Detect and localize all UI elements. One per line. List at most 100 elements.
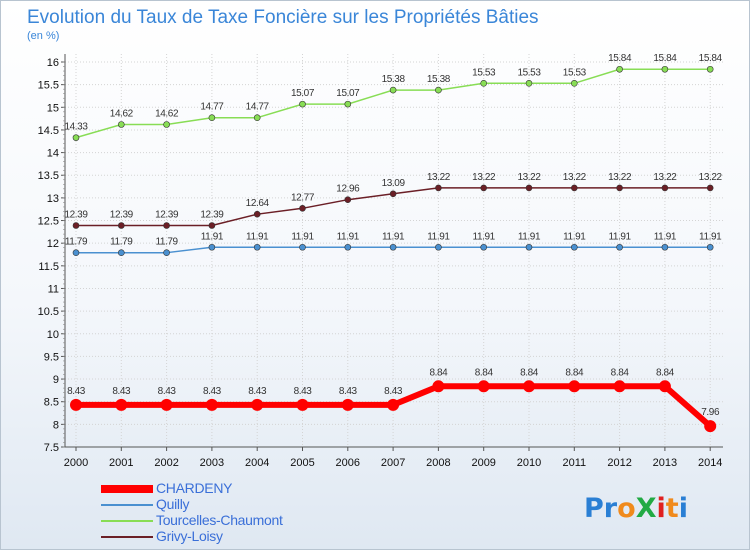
data-point xyxy=(299,100,306,108)
data-label: 8.43 xyxy=(67,386,86,397)
data-point xyxy=(344,196,352,203)
x-tick-label: 2006 xyxy=(336,457,360,469)
y-tick-label: 12.5 xyxy=(38,216,59,228)
data-point xyxy=(72,249,80,256)
data-point xyxy=(389,86,397,94)
x-tick-label: 2011 xyxy=(562,457,586,469)
data-label: 12.39 xyxy=(64,210,88,221)
data-label: 14.77 xyxy=(200,102,224,113)
legend-label: CHARDENY xyxy=(156,480,233,496)
data-point xyxy=(432,380,445,393)
data-label: 8.43 xyxy=(158,386,177,397)
y-tick-label: 8 xyxy=(53,419,59,431)
data-label: 14.62 xyxy=(110,109,134,120)
data-point xyxy=(344,243,352,251)
data-point xyxy=(435,86,442,94)
data-label: 11.79 xyxy=(155,237,178,248)
data-label: 15.38 xyxy=(382,74,406,85)
data-point xyxy=(253,243,261,251)
data-label: 15.84 xyxy=(653,53,677,64)
data-point xyxy=(661,184,669,192)
watermark-letter: t xyxy=(666,493,679,524)
data-label: 11.91 xyxy=(608,231,631,242)
x-tick-label: 2012 xyxy=(607,457,631,469)
data-point xyxy=(661,243,669,251)
data-point xyxy=(570,243,578,251)
data-label: 13.22 xyxy=(653,172,677,183)
watermark-letter: o xyxy=(617,493,636,524)
data-point xyxy=(118,121,125,128)
data-point xyxy=(706,243,714,251)
data-point xyxy=(253,114,261,122)
data-label: 11.79 xyxy=(110,237,133,248)
data-label: 11.79 xyxy=(65,237,88,248)
data-label: 8.84 xyxy=(475,367,494,378)
data-label: 11.91 xyxy=(382,231,405,242)
data-label: 14.77 xyxy=(246,102,270,113)
data-label: 13.22 xyxy=(608,172,632,183)
data-label: 15.07 xyxy=(336,88,360,99)
y-tick-label: 12 xyxy=(47,238,59,250)
x-tick-label: 2014 xyxy=(698,457,722,469)
data-label: 13.22 xyxy=(427,172,451,183)
data-label: 11.91 xyxy=(427,231,450,242)
data-point xyxy=(525,79,533,87)
data-label: 7.96 xyxy=(701,407,720,418)
data-label: 13.22 xyxy=(699,172,723,183)
y-tick-label: 11.5 xyxy=(38,261,59,273)
data-label: 8.43 xyxy=(384,386,403,397)
y-tick-label: 8.5 xyxy=(44,397,59,409)
data-point xyxy=(387,398,400,411)
watermark-letter: P xyxy=(584,493,604,524)
data-point xyxy=(72,222,80,229)
data-label: 8.84 xyxy=(565,367,584,378)
data-point xyxy=(208,243,216,251)
data-label: 8.43 xyxy=(203,386,222,397)
data-point xyxy=(613,380,626,393)
data-point xyxy=(658,380,671,393)
data-label: 13.09 xyxy=(382,178,406,189)
data-point xyxy=(616,184,623,192)
data-point xyxy=(570,79,578,87)
data-label: 8.84 xyxy=(520,367,539,378)
y-tick-label: 10 xyxy=(47,329,59,341)
data-label: 15.07 xyxy=(291,88,315,99)
data-point xyxy=(205,398,218,411)
data-label: 12.39 xyxy=(200,210,224,221)
watermark-text: ProXiti xyxy=(584,493,688,524)
data-point xyxy=(163,222,170,229)
data-point xyxy=(115,398,128,411)
data-point xyxy=(616,243,623,251)
data-label: 11.91 xyxy=(201,231,224,242)
data-point xyxy=(523,380,535,393)
data-point xyxy=(706,184,714,192)
data-label: 12.77 xyxy=(291,192,315,203)
data-point xyxy=(208,222,216,229)
x-tick-label: 2000 xyxy=(64,457,88,469)
y-tick-label: 11 xyxy=(48,283,59,295)
legend-label: Tourcelles-Chaumont xyxy=(156,512,283,528)
data-point xyxy=(435,184,442,192)
data-point xyxy=(525,243,533,251)
chart-title: Evolution du Taux de Taxe Foncière sur l… xyxy=(27,7,539,28)
x-tick-label: 2003 xyxy=(200,457,224,469)
data-point xyxy=(344,100,352,108)
y-tick-label: 13.5 xyxy=(38,170,59,182)
data-label: 15.53 xyxy=(472,67,496,78)
data-point xyxy=(341,398,354,411)
data-point xyxy=(570,184,578,192)
axes xyxy=(64,54,723,448)
data-point xyxy=(480,243,488,251)
data-label: 8.43 xyxy=(294,386,313,397)
data-point xyxy=(435,243,442,251)
data-label: 8.43 xyxy=(112,386,131,397)
y-tick-label: 7.5 xyxy=(44,442,59,454)
x-tick-label: 2002 xyxy=(154,457,178,469)
data-label: 11.91 xyxy=(337,231,360,242)
x-tick-label: 2010 xyxy=(517,457,541,469)
data-label: 15.84 xyxy=(608,53,632,64)
x-tick-label: 2004 xyxy=(245,457,269,469)
data-label: 11.91 xyxy=(291,231,314,242)
data-point xyxy=(299,243,306,251)
x-tick-label: 2009 xyxy=(471,457,495,469)
